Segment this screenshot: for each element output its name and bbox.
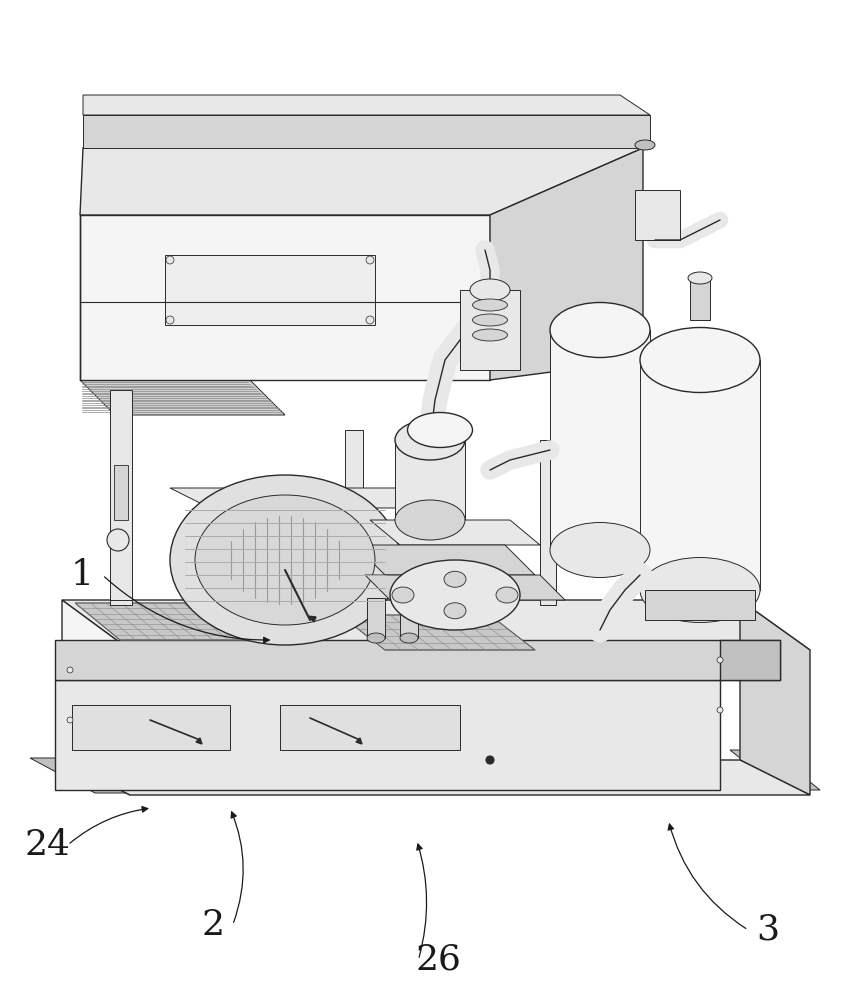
Polygon shape	[340, 615, 535, 650]
Bar	[395, 440, 465, 520]
Circle shape	[166, 256, 174, 264]
Bar	[345, 430, 363, 605]
Ellipse shape	[640, 328, 760, 392]
Bar	[367, 598, 385, 638]
Bar	[540, 440, 556, 605]
Ellipse shape	[640, 558, 760, 622]
Polygon shape	[62, 760, 810, 795]
Ellipse shape	[195, 495, 375, 625]
Bar	[114, 465, 128, 520]
Polygon shape	[490, 148, 643, 380]
Text: 26: 26	[416, 943, 461, 977]
Polygon shape	[80, 148, 643, 215]
Polygon shape	[80, 215, 490, 380]
Polygon shape	[72, 705, 230, 750]
Text: 24: 24	[25, 828, 70, 862]
Polygon shape	[110, 390, 132, 600]
Bar	[640, 360, 760, 590]
Ellipse shape	[395, 500, 465, 540]
Ellipse shape	[444, 603, 466, 619]
Polygon shape	[75, 603, 290, 640]
Ellipse shape	[444, 571, 466, 587]
Polygon shape	[80, 380, 285, 415]
Ellipse shape	[472, 314, 508, 326]
Polygon shape	[308, 616, 316, 622]
Polygon shape	[690, 280, 710, 320]
Text: 3: 3	[757, 913, 779, 947]
Polygon shape	[196, 738, 202, 744]
Circle shape	[717, 657, 723, 663]
Ellipse shape	[407, 412, 472, 448]
Ellipse shape	[472, 329, 508, 341]
Polygon shape	[280, 705, 460, 750]
Bar	[645, 590, 755, 620]
Bar	[460, 290, 520, 370]
Ellipse shape	[170, 475, 400, 645]
Polygon shape	[720, 640, 780, 680]
Polygon shape	[83, 95, 650, 115]
Polygon shape	[62, 600, 130, 795]
Bar	[550, 330, 650, 550]
Circle shape	[366, 316, 374, 324]
Ellipse shape	[550, 302, 650, 358]
Ellipse shape	[496, 587, 518, 603]
Polygon shape	[365, 575, 565, 600]
Circle shape	[166, 316, 174, 324]
Ellipse shape	[395, 420, 465, 460]
Polygon shape	[355, 545, 535, 575]
Polygon shape	[635, 190, 680, 240]
Polygon shape	[730, 750, 820, 790]
Polygon shape	[356, 738, 362, 744]
Polygon shape	[30, 758, 130, 793]
Ellipse shape	[107, 529, 129, 551]
Polygon shape	[62, 600, 810, 650]
Ellipse shape	[390, 560, 520, 630]
Polygon shape	[55, 680, 720, 790]
Ellipse shape	[392, 587, 414, 603]
Ellipse shape	[470, 279, 510, 301]
Ellipse shape	[400, 633, 418, 643]
Ellipse shape	[550, 522, 650, 578]
Ellipse shape	[472, 299, 508, 311]
Text: 1: 1	[71, 558, 94, 592]
Ellipse shape	[367, 633, 385, 643]
Circle shape	[67, 717, 73, 723]
Circle shape	[366, 256, 374, 264]
Circle shape	[486, 756, 494, 764]
Text: 2: 2	[201, 908, 224, 942]
Bar	[400, 598, 418, 638]
Polygon shape	[370, 520, 540, 545]
Circle shape	[717, 707, 723, 713]
Polygon shape	[83, 115, 650, 148]
Ellipse shape	[635, 140, 655, 150]
Bar	[110, 390, 132, 605]
Ellipse shape	[688, 272, 712, 284]
Polygon shape	[170, 488, 440, 508]
Polygon shape	[740, 600, 810, 795]
Bar	[165, 255, 375, 325]
Circle shape	[67, 667, 73, 673]
Polygon shape	[55, 640, 780, 680]
